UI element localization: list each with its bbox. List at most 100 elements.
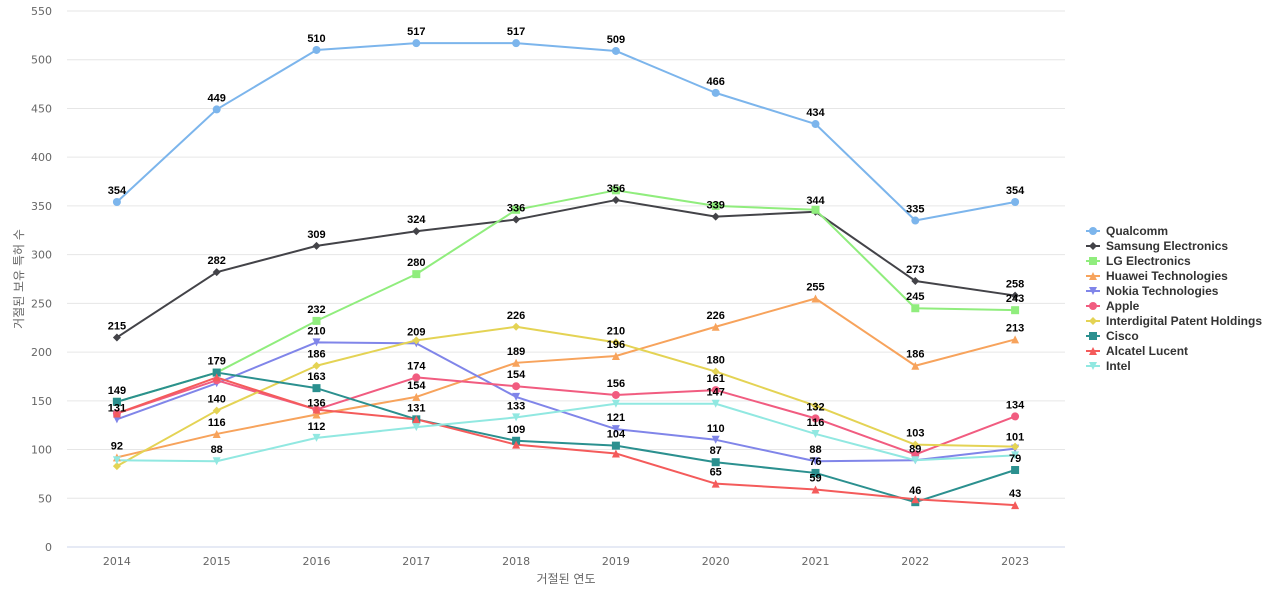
data-point-cisco[interactable] xyxy=(112,397,121,406)
data-point-samsung-electronics[interactable] xyxy=(611,196,620,205)
legend-item-apple[interactable]: Apple xyxy=(1086,299,1140,313)
series-line-interdigital-patent-holdings[interactable] xyxy=(116,325,1016,467)
data-point-samsung-electronics[interactable] xyxy=(412,227,421,236)
data-point-lg-electronics[interactable] xyxy=(611,186,620,195)
series-line-alcatel-lucent[interactable] xyxy=(116,376,1016,507)
series-line-huawei-technologies[interactable] xyxy=(116,297,1016,459)
data-point-qualcomm[interactable] xyxy=(811,120,820,129)
data-point-alcatel-lucent[interactable] xyxy=(611,449,620,458)
data-point-huawei-technologies[interactable] xyxy=(811,294,820,303)
data-point-cisco[interactable] xyxy=(611,441,620,450)
data-point-alcatel-lucent[interactable] xyxy=(811,485,820,494)
data-point-qualcomm[interactable] xyxy=(911,216,920,225)
data-point-intel[interactable] xyxy=(312,433,321,442)
data-point-qualcomm[interactable] xyxy=(512,39,521,48)
data-point-alcatel-lucent[interactable] xyxy=(212,373,221,382)
data-point-lg-electronics[interactable] xyxy=(911,304,920,313)
data-point-interdigital-patent-holdings[interactable] xyxy=(112,462,121,471)
data-point-qualcomm[interactable] xyxy=(711,88,720,97)
legend-item-samsung-electronics[interactable]: Samsung Electronics xyxy=(1086,239,1228,253)
data-point-interdigital-patent-holdings[interactable] xyxy=(711,367,720,376)
data-point-interdigital-patent-holdings[interactable] xyxy=(212,406,221,415)
data-point-samsung-electronics[interactable] xyxy=(212,268,221,277)
data-point-intel[interactable] xyxy=(811,429,820,438)
legend-item-nokia-technologies[interactable]: Nokia Technologies xyxy=(1086,284,1219,298)
data-point-alcatel-lucent[interactable] xyxy=(512,440,521,449)
data-point-huawei-technologies[interactable] xyxy=(911,361,920,370)
legend-item-cisco[interactable]: Cisco xyxy=(1086,329,1139,343)
data-point-interdigital-patent-holdings[interactable] xyxy=(911,440,920,449)
data-point-alcatel-lucent[interactable] xyxy=(112,409,121,418)
series-line-lg-electronics[interactable] xyxy=(116,189,1016,403)
data-point-apple[interactable] xyxy=(412,373,421,382)
series-line-nokia-technologies[interactable] xyxy=(116,341,1016,463)
data-point-alcatel-lucent[interactable] xyxy=(412,415,421,424)
data-point-huawei-technologies[interactable] xyxy=(611,351,620,360)
series-line-samsung-electronics[interactable] xyxy=(116,199,1016,339)
data-point-cisco[interactable] xyxy=(1011,466,1020,475)
data-point-interdigital-patent-holdings[interactable] xyxy=(312,361,321,370)
data-point-lg-electronics[interactable] xyxy=(1011,306,1020,315)
data-point-huawei-technologies[interactable] xyxy=(1011,335,1020,344)
data-point-qualcomm[interactable] xyxy=(112,198,121,207)
data-point-intel[interactable] xyxy=(112,456,121,465)
data-point-intel[interactable] xyxy=(711,399,720,408)
data-point-samsung-electronics[interactable] xyxy=(512,215,521,224)
data-point-interdigital-patent-holdings[interactable] xyxy=(611,338,620,347)
data-point-intel[interactable] xyxy=(1011,451,1020,460)
data-point-qualcomm[interactable] xyxy=(611,46,620,55)
legend-item-huawei-technologies[interactable]: Huawei Technologies xyxy=(1086,269,1228,283)
data-point-nokia-technologies[interactable] xyxy=(611,425,620,434)
data-point-interdigital-patent-holdings[interactable] xyxy=(412,336,421,345)
data-point-cisco[interactable] xyxy=(212,368,221,377)
legend-item-intel[interactable]: Intel xyxy=(1086,359,1131,373)
data-point-qualcomm[interactable] xyxy=(212,105,221,114)
data-point-interdigital-patent-holdings[interactable] xyxy=(811,401,820,410)
data-point-huawei-technologies[interactable] xyxy=(312,410,321,419)
legend-item-alcatel-lucent[interactable]: Alcatel Lucent xyxy=(1086,344,1188,358)
data-point-alcatel-lucent[interactable] xyxy=(312,405,321,414)
data-point-qualcomm[interactable] xyxy=(312,45,321,54)
data-point-apple[interactable] xyxy=(811,414,820,423)
data-point-samsung-electronics[interactable] xyxy=(711,212,720,221)
data-point-huawei-technologies[interactable] xyxy=(212,429,221,438)
data-point-huawei-technologies[interactable] xyxy=(711,322,720,331)
data-point-samsung-electronics[interactable] xyxy=(911,276,920,285)
series-line-qualcomm[interactable] xyxy=(116,42,1016,222)
series-line-cisco[interactable] xyxy=(116,371,1016,504)
data-point-interdigital-patent-holdings[interactable] xyxy=(512,322,521,331)
series-line-apple[interactable] xyxy=(116,376,1016,456)
data-point-nokia-technologies[interactable] xyxy=(711,435,720,444)
data-point-lg-electronics[interactable] xyxy=(512,205,521,214)
data-point-alcatel-lucent[interactable] xyxy=(911,495,920,504)
data-point-samsung-electronics[interactable] xyxy=(312,241,321,250)
series-line-intel[interactable] xyxy=(116,402,1016,463)
data-point-qualcomm[interactable] xyxy=(412,39,421,48)
data-point-lg-electronics[interactable] xyxy=(312,316,321,325)
data-point-cisco[interactable] xyxy=(811,468,820,477)
data-point-cisco[interactable] xyxy=(312,384,321,393)
data-point-intel[interactable] xyxy=(212,457,221,466)
data-point-alcatel-lucent[interactable] xyxy=(1011,501,1020,510)
legend-item-interdigital-patent-holdings[interactable]: Interdigital Patent Holdings xyxy=(1086,314,1262,328)
data-point-intel[interactable] xyxy=(911,456,920,465)
data-point-lg-electronics[interactable] xyxy=(711,201,720,210)
data-point-lg-electronics[interactable] xyxy=(412,270,421,279)
data-point-interdigital-patent-holdings[interactable] xyxy=(1011,442,1020,451)
data-point-samsung-electronics[interactable] xyxy=(1011,291,1020,300)
data-point-apple[interactable] xyxy=(711,386,720,395)
data-point-alcatel-lucent[interactable] xyxy=(711,479,720,488)
data-point-nokia-technologies[interactable] xyxy=(512,392,521,401)
data-point-nokia-technologies[interactable] xyxy=(312,338,321,347)
data-point-apple[interactable] xyxy=(1011,412,1020,421)
data-point-intel[interactable] xyxy=(512,413,521,422)
data-point-huawei-technologies[interactable] xyxy=(512,358,521,367)
data-point-apple[interactable] xyxy=(512,382,521,391)
data-point-samsung-electronics[interactable] xyxy=(112,333,121,342)
data-point-lg-electronics[interactable] xyxy=(811,205,820,214)
data-point-intel[interactable] xyxy=(412,423,421,432)
legend-item-lg-electronics[interactable]: LG Electronics xyxy=(1086,254,1191,268)
data-point-intel[interactable] xyxy=(611,399,620,408)
data-point-nokia-technologies[interactable] xyxy=(811,457,820,466)
